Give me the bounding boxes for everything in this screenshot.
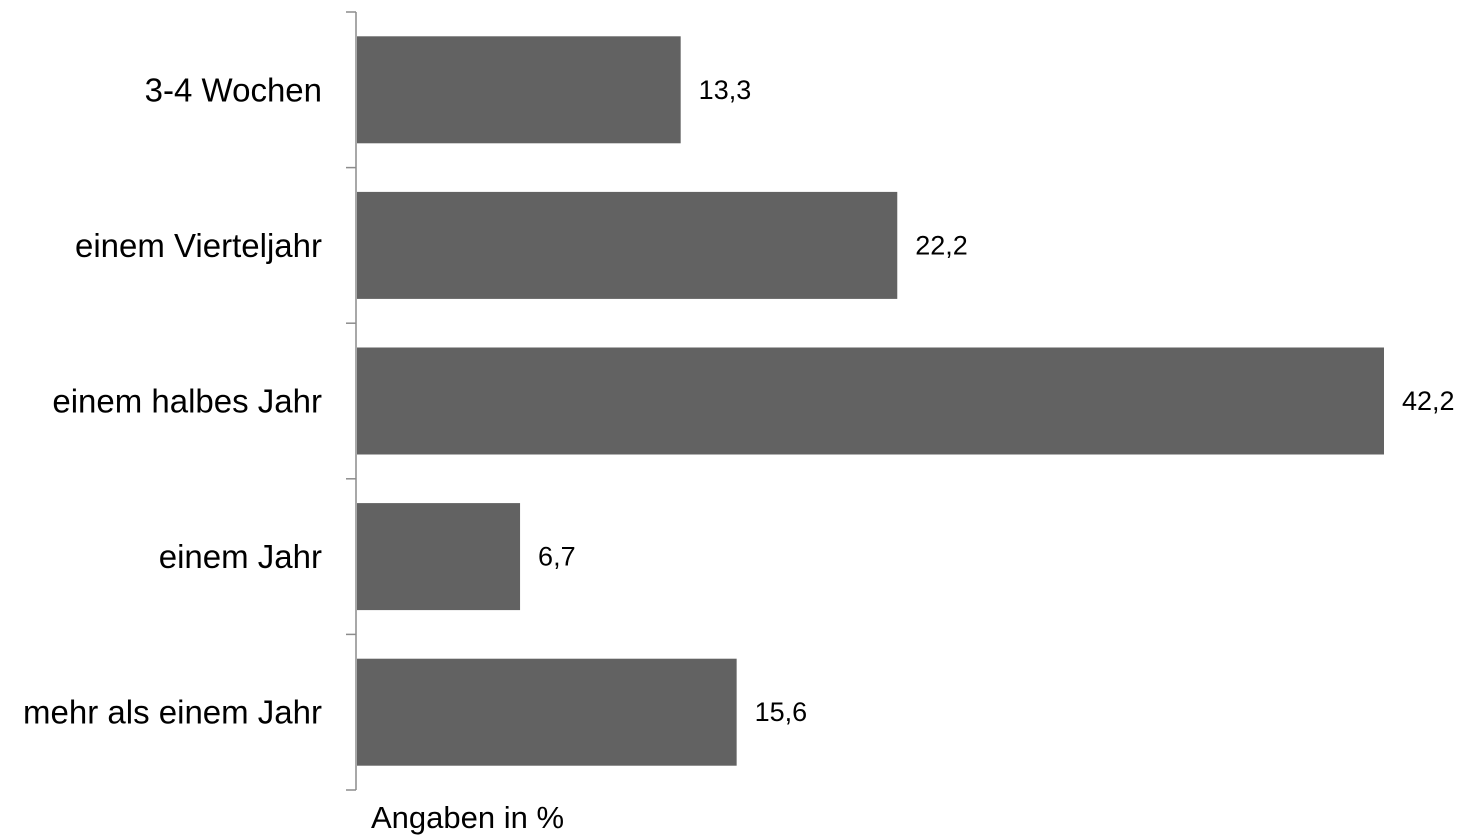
data-label: 6,7 [538, 542, 576, 572]
bar [357, 658, 737, 766]
data-label: 42,2 [1402, 386, 1455, 416]
category-label: einem Vierteljahr [75, 227, 322, 264]
bars [357, 36, 1384, 766]
category-label: mehr als einem Jahr [23, 694, 322, 731]
x-axis-title: Angaben in % [371, 800, 564, 835]
category-label: 3-4 Wochen [145, 71, 322, 108]
data-label: 13,3 [699, 75, 752, 105]
category-labels: 3-4 Wochen einem Vierteljahr einem halbes … [23, 71, 322, 730]
data-label: 22,2 [915, 230, 968, 260]
category-label: einem halbes Jahr [52, 383, 322, 420]
bar [357, 191, 898, 299]
value-labels: 13,3 22,2 42,2 6,7 15,6 [538, 75, 1455, 727]
data-label: 15,6 [755, 697, 808, 727]
bar [357, 347, 1384, 455]
bar [357, 503, 521, 611]
bar [357, 36, 681, 144]
category-label: einem Jahr [159, 538, 322, 575]
axis [346, 11, 357, 791]
